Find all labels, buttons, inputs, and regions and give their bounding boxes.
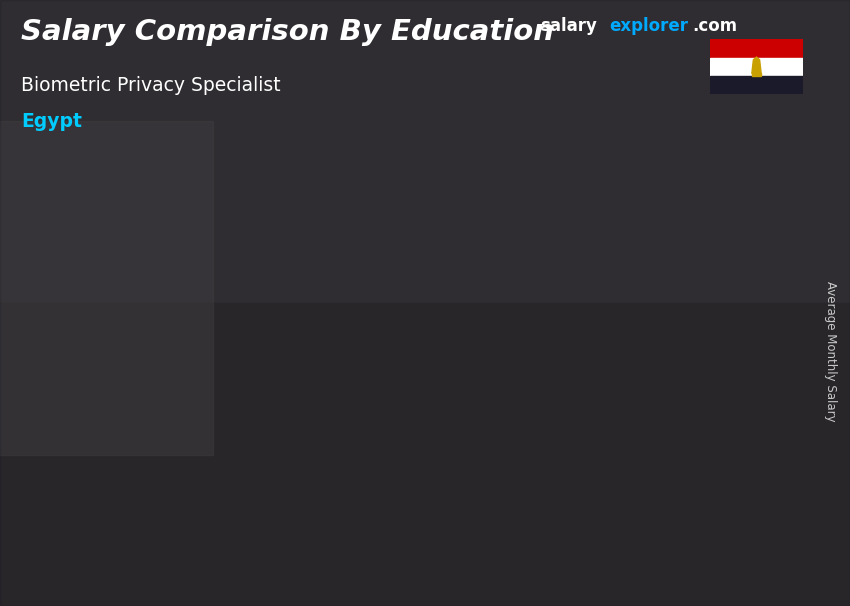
Bar — [647, 164, 740, 547]
Bar — [354, 324, 363, 547]
Text: 11,900 EGP: 11,900 EGP — [646, 122, 740, 138]
Text: Salary Comparison By Education: Salary Comparison By Education — [21, 18, 554, 46]
Text: Biometric Privacy Specialist: Biometric Privacy Specialist — [21, 76, 280, 95]
Bar — [540, 255, 549, 547]
Polygon shape — [275, 316, 378, 324]
Polygon shape — [89, 344, 192, 350]
Text: 9,070 EGP: 9,070 EGP — [465, 219, 549, 234]
Bar — [461, 255, 553, 547]
Bar — [88, 350, 98, 547]
Text: salary: salary — [540, 17, 597, 35]
Text: .com: .com — [693, 17, 738, 35]
Text: Average Monthly Salary: Average Monthly Salary — [824, 281, 837, 422]
Bar — [0, 121, 212, 454]
Bar — [89, 350, 182, 547]
Bar — [275, 324, 368, 547]
Polygon shape — [461, 245, 564, 255]
Text: +13%: +13% — [181, 287, 258, 310]
Text: explorer: explorer — [609, 17, 688, 35]
Polygon shape — [647, 150, 750, 164]
Bar — [0, 0, 850, 303]
Text: 6,110 EGP: 6,110 EGP — [94, 319, 178, 335]
Bar — [751, 73, 762, 76]
Text: +31%: +31% — [367, 219, 443, 243]
Bar — [275, 324, 283, 547]
Bar — [710, 39, 803, 58]
Text: 6,930 EGP: 6,930 EGP — [280, 291, 364, 307]
Text: Egypt: Egypt — [21, 112, 82, 131]
Bar — [726, 164, 734, 547]
Bar — [0, 303, 850, 606]
Bar — [710, 58, 803, 76]
Text: +32%: +32% — [552, 133, 629, 156]
Bar — [168, 350, 178, 547]
Bar — [646, 164, 655, 547]
Bar — [460, 255, 469, 547]
Bar — [710, 76, 803, 94]
Polygon shape — [751, 57, 761, 73]
